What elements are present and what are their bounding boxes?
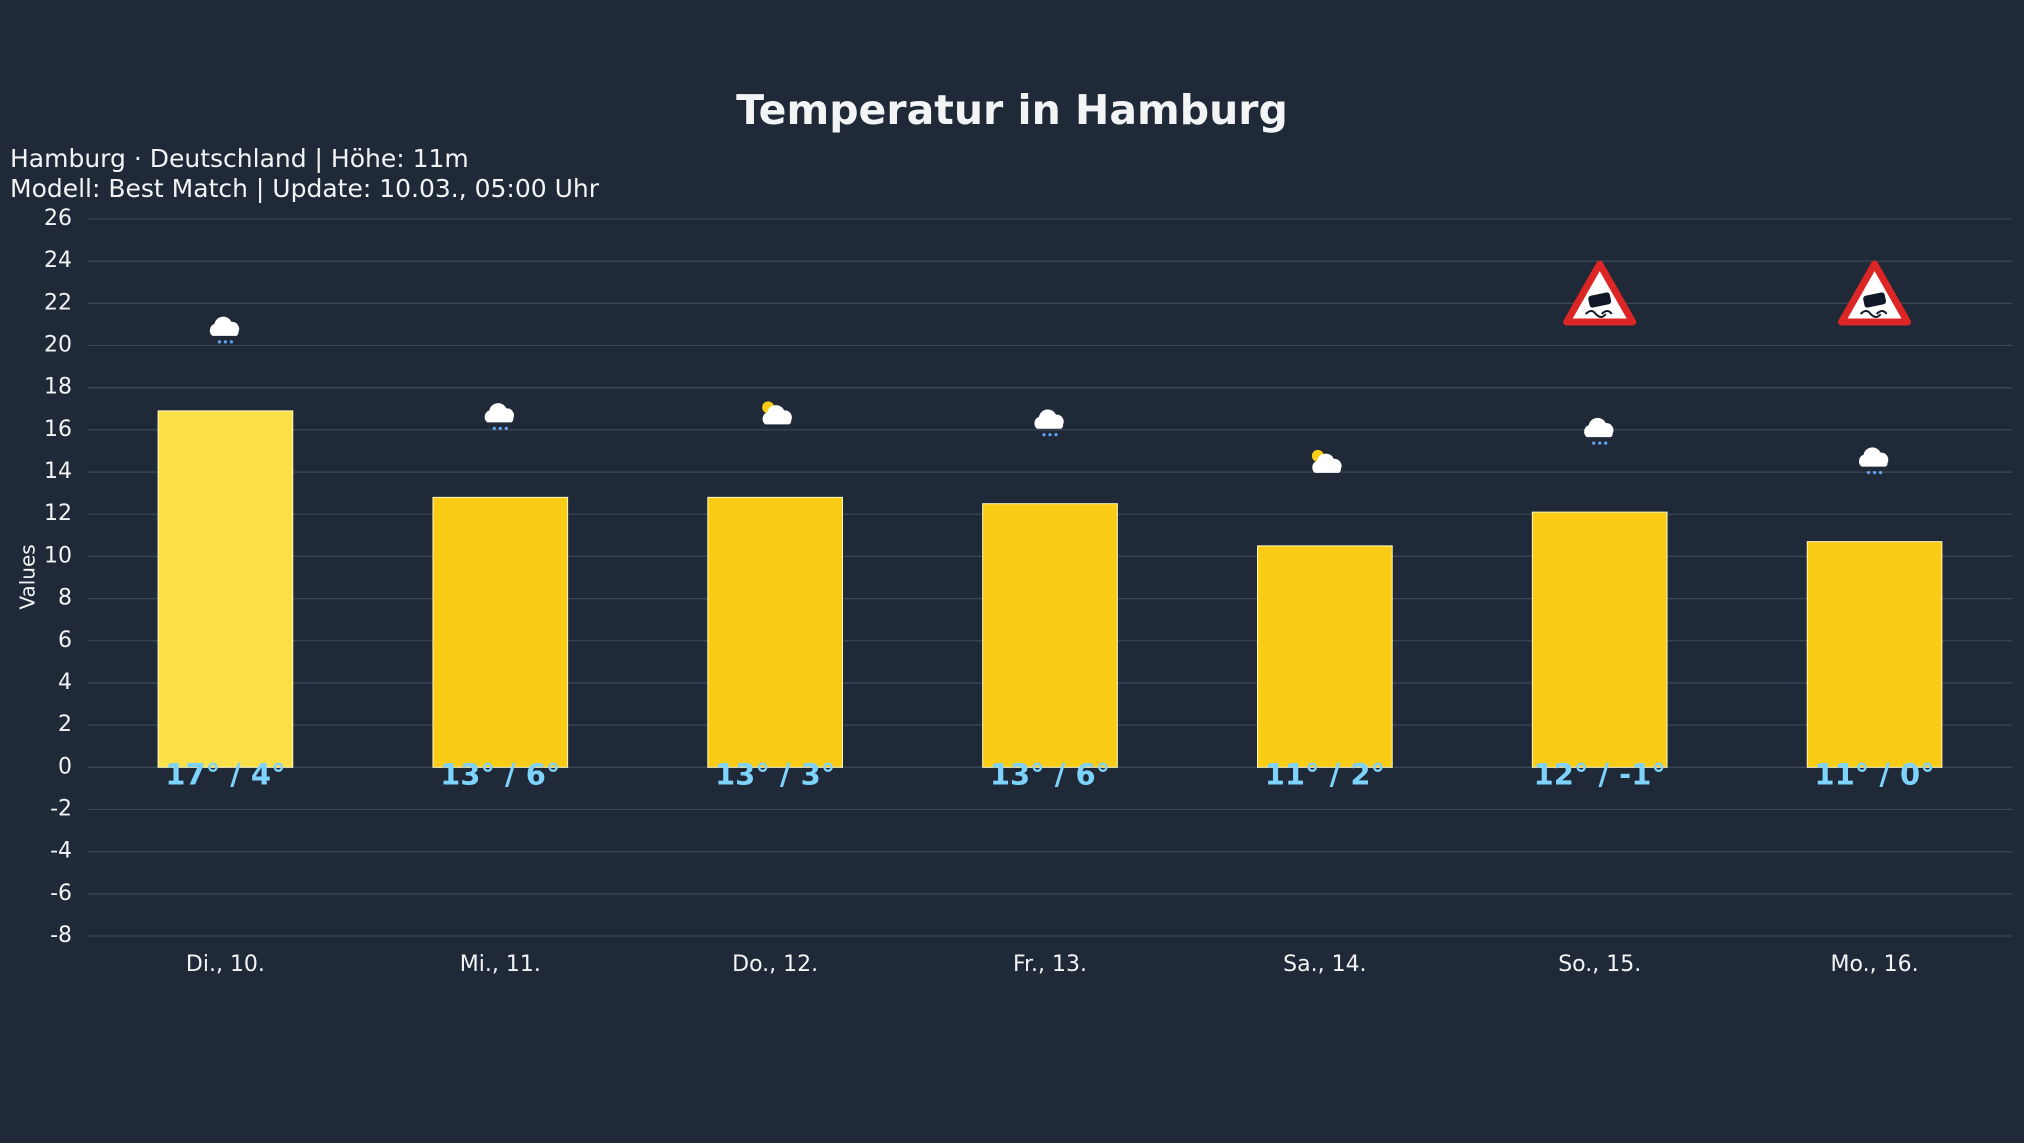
cloud xyxy=(1858,447,1889,467)
value-label: 13° / 6° xyxy=(990,757,1110,791)
x-tick-label: Mi., 11. xyxy=(460,952,541,977)
y-tick-label: -4 xyxy=(50,839,72,864)
weather-icon xyxy=(1311,449,1342,473)
y-tick-label: 4 xyxy=(58,670,72,695)
y-tick-label: 18 xyxy=(44,375,72,400)
x-tick-label: Mo., 16. xyxy=(1831,952,1919,977)
snowflake xyxy=(1878,471,1883,475)
y-tick-label: 2 xyxy=(58,712,72,737)
cloud xyxy=(1034,409,1064,429)
snowflake xyxy=(217,340,222,344)
x-tick-label: Di., 10. xyxy=(186,952,265,977)
y-tick-label: -6 xyxy=(50,881,72,906)
y-tick-label: -2 xyxy=(50,796,72,821)
bar xyxy=(1806,541,1943,768)
weather-icon xyxy=(1034,409,1064,437)
x-tick-label: So., 15. xyxy=(1558,952,1641,977)
y-tick-label: 6 xyxy=(58,628,72,653)
y-tick-label: 22 xyxy=(44,290,72,315)
y-tick-label: -8 xyxy=(50,923,72,948)
bar xyxy=(982,503,1118,768)
y-tick-label: 8 xyxy=(58,586,72,611)
snowflake xyxy=(1592,441,1596,445)
warning-icon xyxy=(1838,260,1912,326)
y-tick-label: 12 xyxy=(44,501,72,526)
snowflake xyxy=(1048,433,1052,437)
warning-car xyxy=(1588,292,1612,308)
x-tick-label: Sa., 14. xyxy=(1283,952,1366,977)
snowflake xyxy=(1872,471,1877,475)
weather-icon xyxy=(762,401,792,425)
warning-sign xyxy=(1563,260,1637,326)
warning-skid xyxy=(1585,310,1613,318)
value-label: 13° / 6° xyxy=(440,757,560,791)
y-axis-label: Values xyxy=(16,544,40,609)
snowflake xyxy=(1042,433,1046,437)
snowflake xyxy=(492,426,496,430)
weather-icon xyxy=(1858,447,1889,475)
subtitle: Hamburg · Deutschland | Höhe: 11m xyxy=(10,144,469,173)
y-tick-label: 20 xyxy=(44,333,72,358)
snowflake xyxy=(229,340,234,344)
cloud xyxy=(762,405,792,425)
warning-skid xyxy=(1859,310,1888,318)
y-tick-label: 24 xyxy=(44,248,72,273)
value-label: 11° / 2° xyxy=(1265,757,1385,791)
snowflake xyxy=(1054,433,1058,437)
value-label: 13° / 3° xyxy=(715,757,835,791)
y-tick-label: 0 xyxy=(58,754,72,779)
chart-title: Temperatur in Hamburg xyxy=(736,86,1288,134)
weather-icon xyxy=(209,316,240,344)
cloud xyxy=(484,403,514,423)
snowflake xyxy=(223,340,228,344)
x-tick-label: Do., 12. xyxy=(732,952,818,977)
value-label: 12° / -1° xyxy=(1534,757,1666,791)
subtitle: Modell: Best Match | Update: 10.03., 05:… xyxy=(10,174,600,203)
weather-icon xyxy=(1584,417,1614,445)
snowflake xyxy=(1866,471,1871,475)
cloud xyxy=(1312,453,1342,473)
y-tick-label: 14 xyxy=(44,459,72,484)
snowflake xyxy=(1604,441,1608,445)
warning-icon xyxy=(1563,260,1637,326)
value-label: 17° / 4° xyxy=(165,757,285,791)
snowflake xyxy=(1598,441,1602,445)
bar xyxy=(1257,545,1393,768)
snowflake xyxy=(504,426,508,430)
y-tick-label: 26 xyxy=(44,206,72,231)
y-tick-label: 10 xyxy=(44,543,72,568)
bar xyxy=(157,410,294,768)
warning-car xyxy=(1863,292,1887,308)
snowflake xyxy=(498,426,502,430)
warning-sign xyxy=(1838,260,1912,326)
cloud xyxy=(1584,417,1614,438)
weather-icon xyxy=(484,403,514,430)
bar xyxy=(707,496,843,768)
bar xyxy=(1531,511,1668,768)
bar xyxy=(432,496,569,768)
x-tick-label: Fr., 13. xyxy=(1013,952,1087,977)
y-tick-label: 16 xyxy=(44,417,72,442)
value-label: 11° / 0° xyxy=(1814,757,1934,791)
cloud xyxy=(209,316,240,336)
